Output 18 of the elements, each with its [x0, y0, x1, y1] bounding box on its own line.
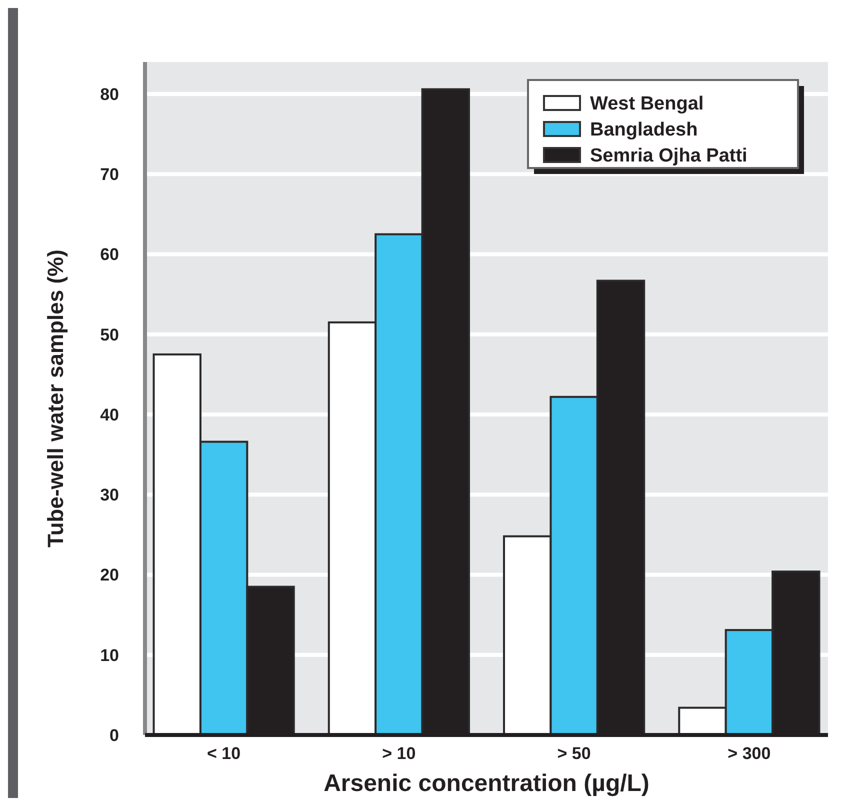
legend-label: West Bengal: [590, 94, 704, 115]
y-tick-label: 10: [100, 646, 119, 665]
y-tick-label: 80: [100, 85, 119, 104]
y-tick-label: 20: [100, 566, 119, 585]
x-axis-title: Arsenic concentration (µg/L): [324, 770, 650, 797]
y-tick-label: 50: [100, 325, 119, 344]
x-tick-label: > 10: [382, 744, 416, 763]
x-tick-label: < 10: [207, 744, 241, 763]
x-tick-label: > 50: [557, 744, 591, 763]
y-tick-label: 40: [100, 405, 119, 424]
y-tick-label: 70: [100, 165, 119, 184]
y-tick-label: 60: [100, 245, 119, 264]
y-axis-title: Tube-well water samples (%): [43, 250, 68, 548]
y-tick-label: 30: [100, 486, 119, 505]
legend-label: Bangladesh: [590, 120, 698, 141]
x-tick-label: > 300: [728, 744, 771, 763]
y-tick-label: 0: [110, 726, 119, 745]
legend-label: Semria Ojha Patti: [590, 146, 748, 167]
